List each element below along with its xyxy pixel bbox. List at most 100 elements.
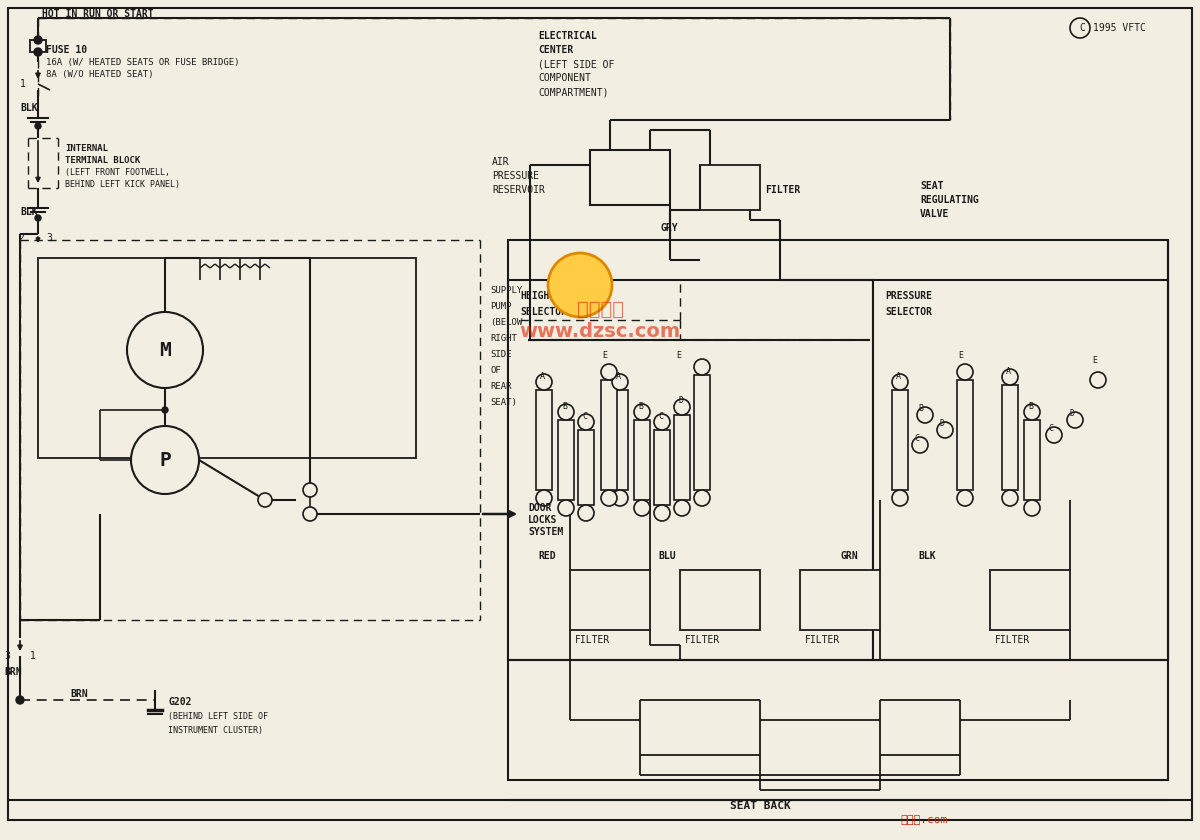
Bar bbox=[800, 570, 880, 630]
Text: B: B bbox=[918, 403, 923, 412]
Text: (BELOW: (BELOW bbox=[490, 318, 522, 327]
Text: REAR: REAR bbox=[490, 381, 511, 391]
Bar bbox=[578, 430, 594, 505]
Bar bbox=[38, 258, 416, 458]
Text: 1: 1 bbox=[20, 79, 26, 89]
Circle shape bbox=[558, 500, 574, 516]
Text: E: E bbox=[1092, 355, 1097, 365]
Circle shape bbox=[34, 36, 42, 44]
Circle shape bbox=[35, 123, 41, 129]
Text: A: A bbox=[896, 371, 901, 381]
Circle shape bbox=[892, 490, 908, 506]
Bar bbox=[694, 375, 710, 490]
Text: TERMINAL BLOCK: TERMINAL BLOCK bbox=[65, 155, 140, 165]
Bar bbox=[612, 390, 628, 490]
Circle shape bbox=[162, 407, 168, 413]
Text: FILTER: FILTER bbox=[805, 635, 840, 645]
Circle shape bbox=[536, 374, 552, 390]
Text: RED: RED bbox=[538, 551, 556, 561]
Text: LOCKS: LOCKS bbox=[528, 515, 557, 525]
Text: ELECTRICAL: ELECTRICAL bbox=[538, 31, 596, 41]
Text: M: M bbox=[160, 340, 170, 360]
Circle shape bbox=[16, 696, 24, 704]
Circle shape bbox=[694, 490, 710, 506]
Text: FILTER: FILTER bbox=[575, 635, 611, 645]
Text: D: D bbox=[940, 418, 944, 428]
Text: HEIGHT: HEIGHT bbox=[520, 291, 556, 301]
Text: (LEFT SIDE OF: (LEFT SIDE OF bbox=[538, 59, 614, 69]
Circle shape bbox=[1046, 427, 1062, 443]
Circle shape bbox=[612, 490, 628, 506]
Circle shape bbox=[302, 483, 317, 497]
Bar bbox=[30, 40, 46, 52]
Text: 接线图.com: 接线图.com bbox=[900, 815, 947, 825]
Bar bbox=[990, 570, 1070, 630]
Text: PRESSURE: PRESSURE bbox=[886, 291, 932, 301]
Text: 16A (W/ HEATED SEATS OR FUSE BRIDGE): 16A (W/ HEATED SEATS OR FUSE BRIDGE) bbox=[46, 57, 240, 66]
Circle shape bbox=[548, 253, 612, 317]
Circle shape bbox=[654, 505, 670, 521]
Text: SELECTOR: SELECTOR bbox=[520, 307, 568, 317]
Text: 3: 3 bbox=[46, 233, 52, 243]
Text: C: C bbox=[582, 412, 587, 421]
Text: 2: 2 bbox=[18, 233, 24, 243]
Bar bbox=[590, 150, 670, 205]
Text: SUPPLY: SUPPLY bbox=[490, 286, 522, 295]
Bar bbox=[1002, 385, 1018, 490]
Text: 维库一下
www.dzsc.com: 维库一下 www.dzsc.com bbox=[520, 300, 680, 340]
Bar bbox=[1024, 420, 1040, 500]
Text: A: A bbox=[616, 371, 622, 381]
Text: (LEFT FRONT FOOTWELL,: (LEFT FRONT FOOTWELL, bbox=[65, 167, 170, 176]
Circle shape bbox=[1024, 404, 1040, 420]
Circle shape bbox=[558, 404, 574, 420]
Text: FUSE 10: FUSE 10 bbox=[46, 45, 88, 55]
Circle shape bbox=[917, 407, 934, 423]
Text: RESERVOIR: RESERVOIR bbox=[492, 185, 545, 195]
Text: E: E bbox=[958, 350, 964, 360]
Circle shape bbox=[302, 507, 317, 521]
Text: BLK: BLK bbox=[20, 103, 37, 113]
Text: B: B bbox=[562, 402, 568, 411]
Circle shape bbox=[601, 490, 617, 506]
Text: C: C bbox=[658, 412, 664, 421]
Text: REGULATING: REGULATING bbox=[920, 195, 979, 205]
Text: G202: G202 bbox=[168, 697, 192, 707]
Text: BLK: BLK bbox=[918, 551, 936, 561]
Circle shape bbox=[536, 490, 552, 506]
Bar bbox=[674, 415, 690, 500]
Text: AIR: AIR bbox=[492, 157, 510, 167]
Text: D: D bbox=[678, 396, 683, 405]
Text: B: B bbox=[1028, 402, 1033, 411]
Circle shape bbox=[35, 215, 41, 221]
Bar bbox=[570, 570, 650, 630]
Circle shape bbox=[131, 426, 199, 494]
Text: BRN: BRN bbox=[70, 689, 88, 699]
Circle shape bbox=[258, 493, 272, 507]
Text: HOT IN RUN OR START: HOT IN RUN OR START bbox=[42, 9, 154, 19]
Text: PRESSURE: PRESSURE bbox=[492, 171, 539, 181]
Circle shape bbox=[674, 399, 690, 415]
Text: GRY: GRY bbox=[660, 223, 678, 233]
Circle shape bbox=[1070, 18, 1090, 38]
Bar bbox=[558, 420, 574, 500]
Text: P: P bbox=[160, 450, 170, 470]
Text: C: C bbox=[914, 433, 919, 443]
Text: A: A bbox=[1006, 366, 1012, 375]
Bar bbox=[874, 280, 1168, 660]
Bar bbox=[680, 570, 760, 630]
Circle shape bbox=[1002, 490, 1018, 506]
Text: 8A (W/O HEATED SEAT): 8A (W/O HEATED SEAT) bbox=[46, 70, 154, 78]
Circle shape bbox=[1090, 372, 1106, 388]
Circle shape bbox=[127, 312, 203, 388]
Text: 3: 3 bbox=[4, 651, 10, 661]
Circle shape bbox=[1067, 412, 1084, 428]
Text: FILTER: FILTER bbox=[685, 635, 720, 645]
Bar bbox=[892, 390, 908, 490]
Circle shape bbox=[958, 490, 973, 506]
Bar bbox=[654, 430, 670, 505]
Text: BEHIND LEFT KICK PANEL): BEHIND LEFT KICK PANEL) bbox=[65, 180, 180, 188]
Circle shape bbox=[654, 414, 670, 430]
Text: FILTER: FILTER bbox=[995, 635, 1031, 645]
Text: C: C bbox=[1079, 23, 1085, 33]
Circle shape bbox=[958, 364, 973, 380]
